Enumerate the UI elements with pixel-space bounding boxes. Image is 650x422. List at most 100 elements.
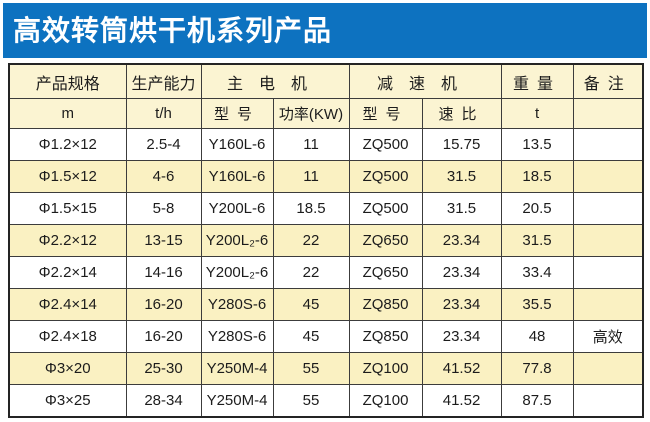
table-row: Φ2.2×14 14-16 Y200L₂-6 22 ZQ650 23.34 33…	[8, 256, 644, 289]
cell-weight: 77.8	[500, 352, 574, 385]
cell-spec: Φ2.2×12	[8, 224, 127, 257]
cell-reducer-ratio: 23.34	[421, 288, 502, 321]
table-row: Φ2.2×12 13-15 Y200L₂-6 22 ZQ650 23.34 31…	[8, 224, 644, 257]
cell-weight: 33.4	[500, 256, 574, 289]
header-row-groups: 产品规格 生产能力 主电机 减速机 重量 备注	[8, 63, 644, 99]
cell-reducer-model: ZQ100	[348, 352, 423, 385]
col-header-main-motor: 主电机	[200, 63, 350, 99]
cell-reducer-model: ZQ500	[348, 160, 423, 193]
cell-reducer-ratio: 31.5	[421, 192, 502, 225]
cell-capacity: 25-30	[125, 352, 202, 385]
col-header-weight: 重量	[500, 63, 574, 99]
cell-remarks	[572, 352, 644, 385]
cell-spec: Φ2.4×18	[8, 320, 127, 353]
cell-reducer-model: ZQ500	[348, 128, 423, 161]
page-title: 高效转筒烘干机系列产品	[13, 14, 333, 46]
cell-motor-power: 11	[272, 128, 350, 161]
table-row: Φ1.2×12 2.5-4 Y160L-6 11 ZQ500 15.75 13.…	[8, 128, 644, 161]
title-banner: 高效转筒烘干机系列产品	[3, 3, 647, 58]
cell-motor-model: Y250M-4	[200, 352, 274, 385]
cell-remarks: 高效	[572, 320, 644, 353]
cell-remarks	[572, 384, 644, 418]
col-header-spec: 产品规格	[8, 63, 127, 99]
cell-reducer-ratio: 23.34	[421, 224, 502, 257]
subheader-reducer-model: 型号	[348, 98, 423, 129]
table-row: Φ1.5×15 5-8 Y200L-6 18.5 ZQ500 31.5 20.5	[8, 192, 644, 225]
col-header-remarks: 备注	[572, 63, 644, 99]
cell-capacity: 14-16	[125, 256, 202, 289]
cell-spec: Φ3×25	[8, 384, 127, 418]
cell-reducer-model: ZQ850	[348, 320, 423, 353]
col-header-reducer: 减速机	[348, 63, 502, 99]
cell-motor-power: 18.5	[272, 192, 350, 225]
cell-motor-power: 55	[272, 352, 350, 385]
table-row: Φ2.4×18 16-20 Y280S-6 45 ZQ850 23.34 48 …	[8, 320, 644, 353]
cell-reducer-ratio: 23.34	[421, 320, 502, 353]
cell-remarks	[572, 160, 644, 193]
cell-motor-power: 45	[272, 288, 350, 321]
cell-motor-power: 55	[272, 384, 350, 418]
cell-reducer-ratio: 41.52	[421, 352, 502, 385]
unit-weight: t	[500, 98, 574, 129]
cell-reducer-ratio: 31.5	[421, 160, 502, 193]
cell-motor-power: 22	[272, 256, 350, 289]
unit-capacity: t/h	[125, 98, 202, 129]
cell-remarks	[572, 192, 644, 225]
subheader-motor-model: 型号	[200, 98, 274, 129]
cell-capacity: 28-34	[125, 384, 202, 418]
cell-capacity: 16-20	[125, 320, 202, 353]
cell-weight: 13.5	[500, 128, 574, 161]
cell-motor-model: Y250M-4	[200, 384, 274, 418]
cell-remarks	[572, 128, 644, 161]
cell-motor-model: Y200L₂-6	[200, 256, 274, 289]
cell-motor-power: 22	[272, 224, 350, 257]
cell-reducer-ratio: 23.34	[421, 256, 502, 289]
cell-remarks	[572, 256, 644, 289]
cell-capacity: 2.5-4	[125, 128, 202, 161]
cell-remarks	[572, 224, 644, 257]
header-row-units: m t/h 型号 功率(KW) 型号 速比 t	[8, 98, 644, 129]
cell-remarks	[572, 288, 644, 321]
spec-table: 产品规格 生产能力 主电机 减速机 重量 备注 m t/h 型号 功率(KW) …	[8, 63, 645, 418]
cell-weight: 20.5	[500, 192, 574, 225]
cell-reducer-ratio: 41.52	[421, 384, 502, 418]
table-row: Φ3×25 28-34 Y250M-4 55 ZQ100 41.52 87.5	[8, 384, 644, 418]
cell-motor-model: Y160L-6	[200, 128, 274, 161]
col-header-capacity: 生产能力	[125, 63, 202, 99]
cell-spec: Φ2.4×14	[8, 288, 127, 321]
cell-weight: 87.5	[500, 384, 574, 418]
cell-spec: Φ3×20	[8, 352, 127, 385]
cell-weight: 48	[500, 320, 574, 353]
cell-motor-model: Y200L₂-6	[200, 224, 274, 257]
cell-motor-power: 45	[272, 320, 350, 353]
cell-spec: Φ1.5×15	[8, 192, 127, 225]
cell-capacity: 5-8	[125, 192, 202, 225]
cell-spec: Φ2.2×14	[8, 256, 127, 289]
cell-capacity: 4-6	[125, 160, 202, 193]
cell-reducer-ratio: 15.75	[421, 128, 502, 161]
table-row: Φ2.4×14 16-20 Y280S-6 45 ZQ850 23.34 35.…	[8, 288, 644, 321]
cell-motor-model: Y280S-6	[200, 320, 274, 353]
cell-reducer-model: ZQ100	[348, 384, 423, 418]
cell-spec: Φ1.5×12	[8, 160, 127, 193]
cell-capacity: 13-15	[125, 224, 202, 257]
cell-weight: 35.5	[500, 288, 574, 321]
unit-spec: m	[8, 98, 127, 129]
subheader-motor-power: 功率(KW)	[272, 98, 350, 129]
unit-remarks	[572, 98, 644, 129]
cell-spec: Φ1.2×12	[8, 128, 127, 161]
cell-reducer-model: ZQ850	[348, 288, 423, 321]
cell-weight: 31.5	[500, 224, 574, 257]
cell-weight: 18.5	[500, 160, 574, 193]
cell-reducer-model: ZQ650	[348, 256, 423, 289]
subheader-reducer-ratio: 速比	[421, 98, 502, 129]
table-row: Φ1.5×12 4-6 Y160L-6 11 ZQ500 31.5 18.5	[8, 160, 644, 193]
cell-reducer-model: ZQ500	[348, 192, 423, 225]
table-row: Φ3×20 25-30 Y250M-4 55 ZQ100 41.52 77.8	[8, 352, 644, 385]
cell-motor-model: Y200L-6	[200, 192, 274, 225]
cell-motor-model: Y160L-6	[200, 160, 274, 193]
cell-motor-power: 11	[272, 160, 350, 193]
cell-capacity: 16-20	[125, 288, 202, 321]
cell-motor-model: Y280S-6	[200, 288, 274, 321]
